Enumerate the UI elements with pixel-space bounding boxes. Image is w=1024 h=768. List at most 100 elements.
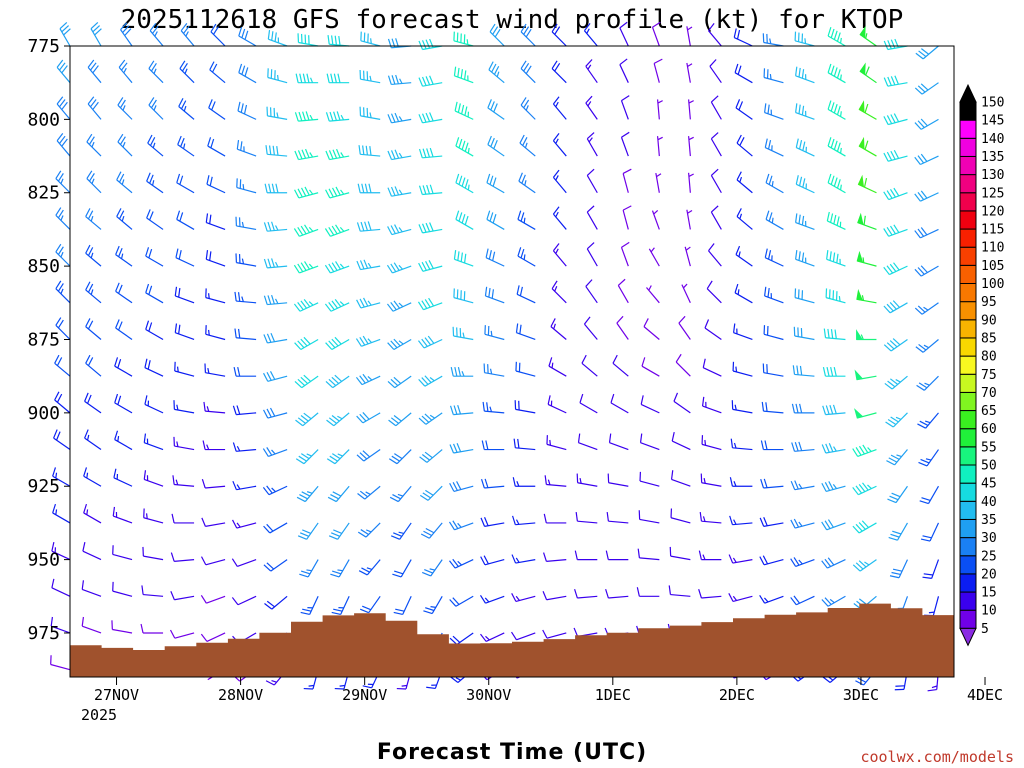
- barb-feather: [861, 520, 869, 528]
- wind-barb: [423, 595, 443, 615]
- barb-feather: [920, 265, 928, 273]
- colorbar-swatch: [959, 373, 977, 393]
- wind-barb: [449, 481, 474, 492]
- wind-barb: [653, 58, 663, 83]
- barb-half-feather: [739, 213, 743, 220]
- barb-half-feather: [484, 597, 490, 603]
- wind-barb: [85, 208, 102, 230]
- barb-feather: [798, 441, 803, 451]
- barb-feather: [801, 215, 805, 226]
- barb-feather: [737, 65, 742, 75]
- wind-barb: [85, 318, 102, 340]
- colorbar-swatch: [959, 319, 977, 339]
- barb-feather: [511, 631, 517, 641]
- barb-half-feather: [466, 39, 469, 45]
- barb-feather: [297, 188, 303, 198]
- wind-barb: [822, 367, 846, 377]
- barb-half-feather: [523, 217, 526, 224]
- wind-barb: [418, 222, 443, 234]
- barb-feather: [701, 396, 705, 407]
- barb-flag: [858, 100, 865, 113]
- wind-barb: [821, 595, 846, 607]
- x-axis: 27NOV 28NOV 29NOV 30NOV 1DEC 2DEC 3DEC 4DEC: [94, 677, 1003, 704]
- barb-half-feather: [367, 262, 372, 269]
- barb-feather: [493, 66, 500, 75]
- barb-feather: [115, 245, 120, 255]
- wind-barb: [607, 473, 629, 487]
- barb-half-feather: [738, 251, 741, 257]
- barb-feather: [886, 115, 893, 124]
- barb-shaft: [577, 520, 598, 524]
- wind-barb: [143, 470, 164, 487]
- barb-feather: [863, 178, 868, 188]
- barb-feather: [586, 132, 595, 140]
- barb-feather: [914, 268, 922, 277]
- colorbar-swatch: [959, 537, 977, 557]
- wind-barb: [857, 212, 877, 230]
- barb-feather: [243, 104, 248, 115]
- wind-barb: [420, 522, 443, 539]
- barb-feather: [390, 302, 397, 311]
- wind-barb: [111, 620, 133, 634]
- barb-feather: [429, 112, 434, 122]
- barb-feather: [767, 250, 772, 260]
- barb-feather: [425, 527, 435, 534]
- barb-feather: [921, 497, 931, 502]
- barb-feather: [525, 28, 532, 38]
- barb-feather: [864, 140, 869, 150]
- barb-feather: [551, 60, 558, 69]
- barb-feather: [55, 170, 62, 179]
- wind-barb: [795, 66, 815, 84]
- wind-barb: [637, 548, 660, 561]
- wind-barb: [575, 511, 598, 524]
- barb-feather: [271, 183, 275, 193]
- barb-feather: [333, 73, 337, 83]
- barb-feather: [63, 28, 71, 36]
- barb-feather: [269, 371, 276, 380]
- barb-feather: [361, 183, 365, 193]
- barb-feather: [728, 593, 734, 602]
- wind-barb: [449, 443, 474, 454]
- barb-feather: [494, 28, 501, 38]
- wind-barb: [114, 430, 133, 451]
- barb-shaft: [671, 440, 691, 451]
- barb-shaft: [616, 322, 629, 340]
- barb-feather: [272, 145, 275, 156]
- wind-barb: [791, 403, 815, 414]
- wind-barb: [729, 515, 753, 526]
- wind-barb: [54, 391, 71, 414]
- barb-half-feather: [839, 147, 842, 154]
- barb-feather: [702, 358, 706, 368]
- barb-feather: [425, 39, 431, 49]
- colorbar-swatch: [959, 609, 977, 629]
- barb-half-feather: [702, 516, 706, 522]
- barb-feather: [455, 137, 460, 147]
- wind-barb: [760, 440, 784, 451]
- wind-barb: [708, 22, 722, 47]
- wind-barb: [518, 172, 536, 194]
- barb-shaft: [639, 557, 660, 561]
- wind-barb: [668, 585, 691, 597]
- colorbar-tick-label: 35: [981, 513, 997, 528]
- barb-half-feather: [309, 152, 314, 158]
- barb-half-feather: [152, 142, 156, 149]
- wind-barb: [117, 97, 133, 120]
- barb-shaft: [585, 286, 598, 304]
- colorbar-swatch: [959, 246, 977, 266]
- barb-feather: [886, 226, 893, 236]
- barb-feather: [117, 359, 122, 369]
- wind-barb: [915, 339, 939, 353]
- wind-barb: [550, 318, 567, 340]
- wind-barb: [790, 480, 815, 491]
- barb-feather: [619, 21, 628, 29]
- barb-half-feather: [650, 247, 655, 253]
- barb-half-feather: [399, 78, 403, 84]
- x-tick-label: 29NOV: [342, 686, 387, 704]
- barb-feather: [328, 417, 337, 424]
- wind-barb: [728, 593, 753, 603]
- barb-half-feather: [838, 295, 841, 302]
- barb-feather: [922, 576, 932, 579]
- barb-feather: [574, 589, 578, 599]
- barb-feather: [419, 494, 429, 501]
- barb-feather: [297, 535, 307, 540]
